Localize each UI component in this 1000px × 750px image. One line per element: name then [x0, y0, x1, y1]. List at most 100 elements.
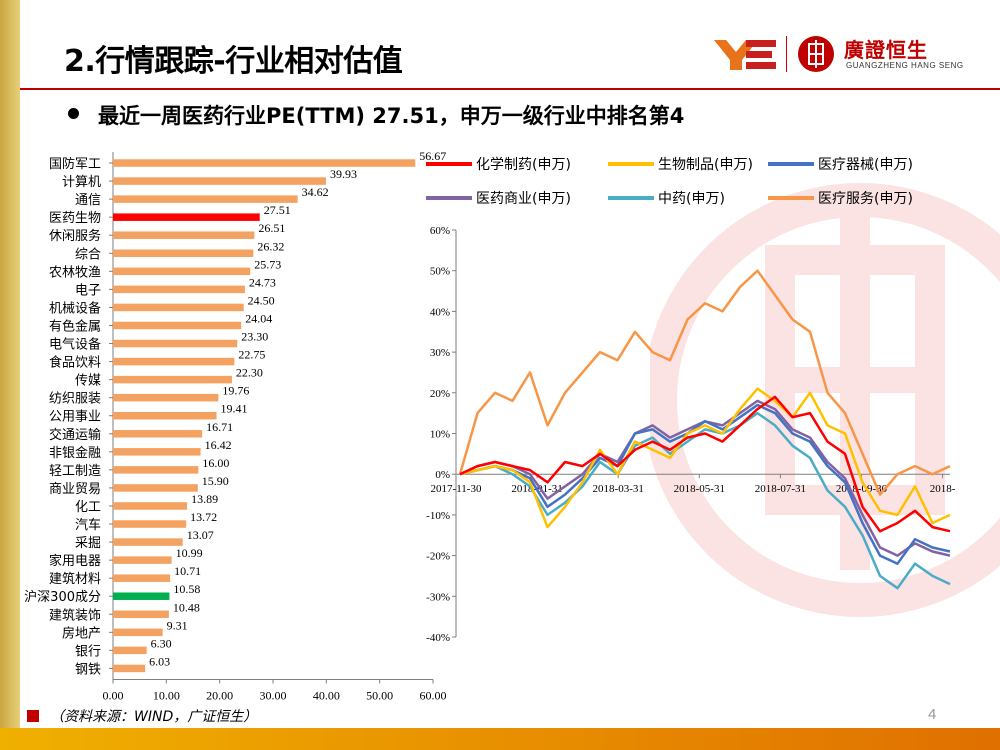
line-y-tick-label: 60% [430, 225, 450, 237]
legend-label: 生物制品(申万) [658, 157, 753, 173]
series-line-医疗器械(申万) [459, 403, 951, 565]
page-number: 4 [928, 706, 937, 723]
bar-银行 [113, 646, 147, 655]
legend-label: 化学制药(申万) [476, 157, 571, 173]
bar-value-label: 27.51 [264, 203, 291, 217]
bar-value-label: 56.67 [419, 150, 446, 163]
line-y-tick-label: 10% [430, 429, 450, 441]
bar-value-label: 13.72 [190, 510, 217, 524]
bar-category-label: 家用电器 [49, 553, 101, 569]
bar-category-label: 轻工制造 [49, 464, 101, 479]
bar-value-label: 26.51 [258, 221, 285, 235]
bar-公用事业 [113, 411, 217, 420]
line-y-tick-label: 30% [430, 347, 450, 359]
bar-建筑装饰 [113, 610, 169, 619]
logo-separator [786, 36, 787, 72]
bar-value-label: 24.50 [248, 293, 275, 307]
series-line-化学制药(申万) [459, 395, 951, 533]
bar-value-label: 25.73 [254, 257, 281, 271]
bar-交通运输 [113, 430, 203, 438]
line-y-tick-label: 50% [430, 266, 450, 278]
bar-value-label: 13.89 [191, 492, 218, 506]
bar-category-label: 建筑材料 [49, 571, 101, 587]
bar-value-label: 23.30 [241, 330, 268, 344]
bar-category-label: 采掘 [75, 536, 101, 551]
seal-logo-icon [798, 36, 834, 72]
bar-category-label: 通信 [75, 193, 101, 208]
bar-value-label: 24.73 [249, 275, 276, 289]
bar-value-label: 19.76 [222, 384, 249, 398]
line-x-tick-label: 2018-03-31 [593, 483, 644, 495]
series-line-生物制品(申万) [459, 387, 951, 529]
bar-category-label: 化工 [75, 500, 101, 515]
bar-value-label: 9.31 [167, 618, 188, 632]
bar-x-tick-label: 30.00 [260, 688, 287, 702]
series-line-中药(申万) [459, 411, 951, 590]
bar-category-label: 计算机 [62, 175, 101, 190]
bar-value-label: 10.99 [176, 546, 203, 560]
bar-通信 [113, 195, 298, 203]
line-y-tick-label: -40% [426, 632, 450, 644]
bar-category-label: 公用事业 [49, 410, 101, 425]
bar-x-tick-label: 50.00 [366, 688, 393, 702]
bar-商业贸易 [113, 484, 198, 492]
bottom-decor-band [0, 728, 1000, 750]
bar-建筑材料 [113, 574, 171, 582]
bar-category-label: 医药生物 [49, 211, 101, 226]
bar-category-label: 电子 [75, 283, 101, 298]
source-marker [27, 710, 39, 722]
bar-化工 [113, 502, 188, 510]
bar-休闲服务 [113, 231, 255, 239]
bar-采掘 [113, 538, 183, 546]
line-y-tick-label: 0% [435, 469, 450, 481]
line-x-tick-label: 2018-07-31 [755, 483, 806, 495]
bar-家用电器 [113, 556, 172, 564]
logo-chinese-name: 廣證恒生 [844, 38, 928, 62]
bar-value-label: 16.00 [202, 456, 229, 470]
series-line-医药商业(申万) [459, 399, 951, 557]
bar-x-tick-label: 20.00 [206, 688, 233, 702]
bar-非银金融 [113, 448, 201, 456]
bar-计算机 [113, 177, 326, 185]
source-note: （资料来源：WIND，广证恒生） [50, 709, 258, 725]
bar-value-label: 26.32 [257, 239, 284, 253]
bar-value-label: 34.62 [302, 185, 329, 199]
bar-value-label: 10.58 [173, 582, 200, 596]
bar-value-label: 10.71 [174, 564, 201, 578]
bar-value-label: 13.07 [187, 528, 214, 542]
bar-国防军工 [113, 159, 416, 167]
subtitle: 最近一周医药行业PE(TTM) 27.51，申万一级行业中排名第4 [98, 104, 685, 128]
logo-english-name: GUANGZHENG HANG SENG [846, 61, 964, 70]
line-y-tick-label: -30% [426, 591, 450, 603]
bar-category-label: 纺织服装 [49, 392, 101, 407]
bar-category-label: 沪深300成分 [24, 589, 101, 605]
bar-value-label: 16.42 [205, 438, 232, 452]
bar-value-label: 16.71 [206, 420, 233, 434]
bar-value-label: 24.04 [245, 311, 272, 325]
bar-value-label: 19.41 [221, 402, 248, 416]
bar-x-tick-label: 40.00 [313, 688, 340, 702]
title-divider [20, 88, 1000, 90]
bar-category-label: 汽车 [75, 517, 101, 533]
bar-房地产 [113, 628, 163, 637]
bar-传媒 [113, 375, 232, 384]
bar-category-label: 机械设备 [49, 300, 101, 316]
line-x-tick-label: 2018-05-31 [674, 483, 725, 495]
bar-category-label: 交通运输 [49, 427, 101, 443]
bar-综合 [113, 249, 254, 258]
bar-电子 [113, 285, 245, 294]
bar-category-label: 钢铁 [75, 662, 101, 677]
bar-value-label: 15.90 [202, 474, 229, 488]
bar-category-label: 农林牧渔 [49, 265, 101, 280]
bar-机械设备 [113, 303, 244, 312]
bar-value-label: 10.48 [173, 600, 200, 614]
legend-label: 中药(申万) [658, 191, 725, 207]
bar-x-tick-label: 60.00 [420, 688, 447, 702]
bar-category-label: 电气设备 [49, 337, 101, 353]
bar-纺织服装 [113, 393, 219, 402]
bar-轻工制造 [113, 466, 199, 474]
bar-category-label: 房地产 [62, 625, 101, 641]
bar-电气设备 [113, 339, 238, 348]
bar-农林牧渔 [113, 267, 251, 276]
bar-食品饮料 [113, 357, 235, 366]
